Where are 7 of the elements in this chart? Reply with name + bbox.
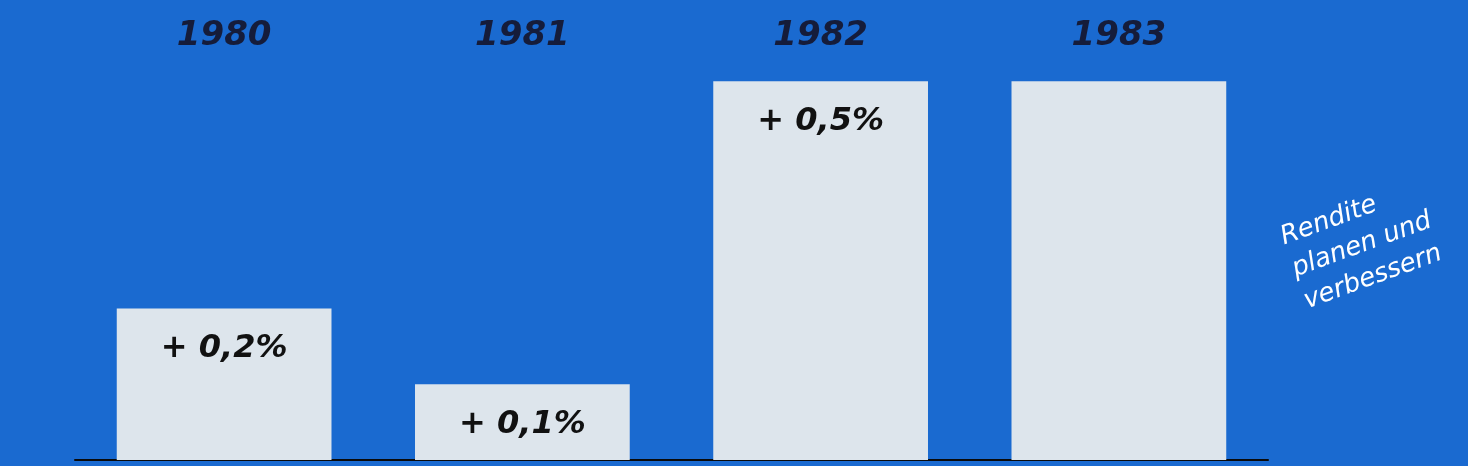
x-tick-label: 1980 xyxy=(176,13,272,53)
x-tick-label: 1981 xyxy=(475,13,570,53)
data-label: + 0,2% xyxy=(160,327,288,366)
x-tick-label: 1982 xyxy=(773,13,868,53)
data-label: + 0,5% xyxy=(757,100,884,139)
data-label: + 0,1% xyxy=(459,403,586,442)
x-tick-label: 1983 xyxy=(1071,13,1167,53)
